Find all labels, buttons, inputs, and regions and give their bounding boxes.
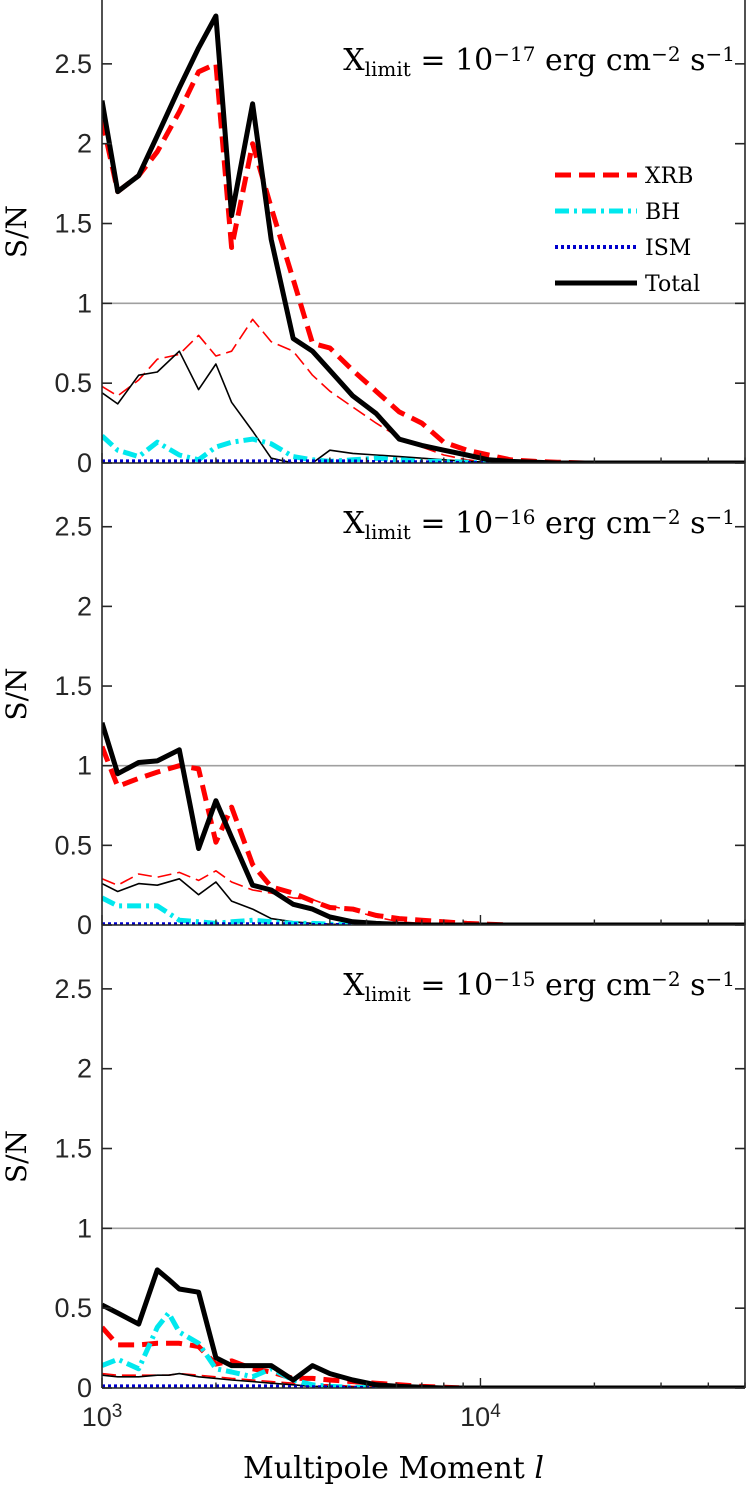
legend-label: XRB — [645, 164, 693, 189]
ann-base: 10 — [455, 506, 493, 541]
y-tick-label: 2.5 — [54, 49, 92, 79]
series-xrb-thick — [102, 745, 745, 925]
y-tick-label: 1 — [77, 1213, 92, 1243]
ann-unit-exp: −1 — [706, 505, 735, 529]
flux-limit-annotation: Xlimit = 10−15 erg cm−2 s−1 — [343, 967, 735, 1006]
ann-unit: s — [681, 968, 706, 1003]
ann-unit: erg cm — [535, 43, 651, 78]
flux-limit-annotation: Xlimit = 10−16 erg cm−2 s−1 — [343, 505, 735, 544]
legend-entry-xrb: XRB — [555, 164, 693, 189]
ann-base: 10 — [455, 43, 493, 78]
series-xrb-thick — [102, 1325, 745, 1388]
flux-limit-annotation: Xlimit = 10−17 erg cm−2 s−1 — [343, 42, 735, 81]
series-total-thick — [102, 13, 745, 463]
series-bh-thick — [102, 895, 745, 925]
ann-subscript: limit — [365, 520, 411, 544]
y-tick-label: 1.5 — [54, 209, 92, 239]
ann-equals: = — [411, 43, 455, 78]
series-group — [102, 1267, 745, 1388]
series-total-thick — [102, 1267, 745, 1388]
x-tick-exp: 3 — [112, 1401, 123, 1422]
ann-symbol: X — [343, 506, 365, 541]
series-group — [102, 721, 745, 925]
y-tick-label: 0 — [77, 1373, 92, 1403]
legend-entry-ism: ISM — [555, 236, 691, 261]
ann-unit-exp: −2 — [651, 967, 680, 991]
x-axis-label-text: Multipole Moment — [243, 1451, 534, 1486]
y-tick-label: 2 — [77, 129, 92, 159]
ann-base: 10 — [455, 968, 493, 1003]
series-total-thin — [102, 877, 745, 925]
ann-unit-exp: −2 — [651, 42, 680, 66]
y-tick-label: 1 — [77, 288, 92, 318]
y-tick-label: 0 — [77, 910, 92, 940]
series-group — [102, 13, 745, 463]
y-tick-label: 2.5 — [54, 974, 92, 1004]
ann-unit-exp: −1 — [706, 42, 735, 66]
y-tick-label: 1 — [77, 751, 92, 781]
ann-unit: s — [681, 506, 706, 541]
series-total-thin — [102, 350, 745, 463]
legend-entry-total: Total — [555, 272, 700, 297]
x-tick-exp: 4 — [490, 1401, 501, 1422]
x-tick-base: 10 — [82, 1402, 112, 1432]
panel-p17: 0 0.5 1 1.5 2 2.5 S/N Xlimit = 10−17 erg cm−2 s… — [0, 0, 746, 478]
x-tick-label: 103 — [82, 1401, 123, 1432]
y-axis-label: S/N — [0, 205, 33, 258]
legend-label: Total — [645, 272, 700, 297]
series-xrb-thick — [102, 61, 745, 463]
series-xrb-thin — [102, 318, 745, 463]
ann-equals: = — [411, 506, 455, 541]
panel-p15: 0 0.5 1 1.5 2 2.5 S/N Xlimit = 10−15 erg cm−2 s… — [0, 925, 746, 1403]
ann-equals: = — [411, 968, 455, 1003]
ann-exponent: −16 — [493, 505, 535, 529]
ann-subscript: limit — [365, 57, 411, 81]
ann-exponent: −15 — [493, 967, 535, 991]
y-tick-label: 2 — [77, 1054, 92, 1084]
ann-unit-exp: −1 — [706, 967, 735, 991]
ann-symbol: X — [343, 43, 365, 78]
series-ism-thick — [102, 459, 745, 463]
y-tick-label: 2 — [77, 591, 92, 621]
ann-unit-exp: −2 — [651, 505, 680, 529]
ann-symbol: X — [343, 968, 365, 1003]
legend: XRB BH ISM Total — [555, 164, 700, 297]
y-tick-label: 0.5 — [54, 368, 92, 398]
y-axis-label: S/N — [0, 667, 33, 720]
ann-exponent: −17 — [493, 42, 535, 66]
legend-entry-bh: BH — [555, 200, 680, 225]
panel-p16: 0 0.5 1 1.5 2 2.5 S/N Xlimit = 10−16 erg cm−2 s… — [0, 463, 746, 940]
ann-unit: erg cm — [535, 506, 651, 541]
y-tick-label: 0 — [77, 448, 92, 478]
ann-unit: s — [681, 43, 706, 78]
ann-subscript: limit — [365, 982, 411, 1006]
legend-label: BH — [645, 200, 680, 225]
x-tick-base: 10 — [460, 1402, 490, 1432]
y-tick-label: 1.5 — [54, 1134, 92, 1164]
x-axis-label: Multipole Moment l — [243, 1451, 544, 1486]
y-tick-label: 0.5 — [54, 830, 92, 860]
ann-unit: erg cm — [535, 968, 651, 1003]
series-total-thin — [102, 1372, 745, 1388]
legend-label: ISM — [645, 236, 691, 261]
y-tick-label: 1.5 — [54, 671, 92, 701]
x-axis-label-symbol: l — [534, 1451, 544, 1486]
series-xrb-thin — [102, 869, 745, 925]
x-tick-label: 104 — [460, 1401, 501, 1432]
y-tick-label: 2.5 — [54, 512, 92, 542]
y-tick-label: 0.5 — [54, 1293, 92, 1323]
y-axis-label: S/N — [0, 1130, 33, 1183]
